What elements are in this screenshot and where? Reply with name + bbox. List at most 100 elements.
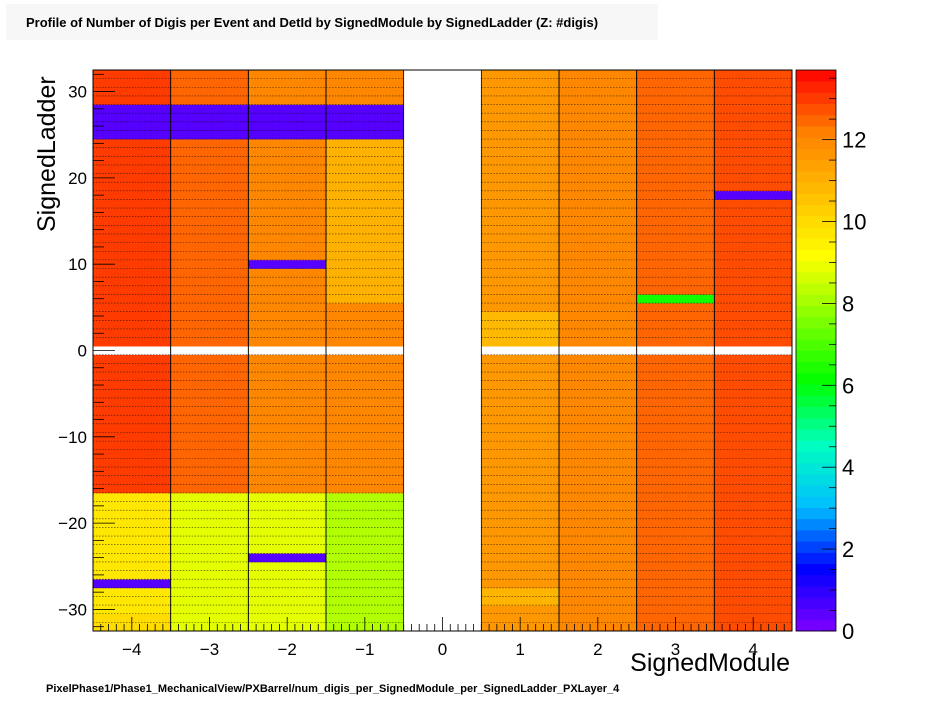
heat-cell [93,363,171,373]
heat-cell [559,242,637,252]
heat-cell [248,484,327,494]
heat-cell [636,251,715,261]
heat-cell [326,328,404,338]
heat-cell [636,113,715,123]
heat-cell [248,242,327,252]
heat-cell [170,173,249,183]
heat-cell [714,251,793,261]
heat-cell [559,113,637,123]
heat-cell [248,579,327,589]
color-bar-segment [796,361,836,374]
heat-cell [326,389,404,399]
heat-cell [559,561,637,571]
heat-cell [170,337,249,347]
y-tick-label: −30 [58,600,87,619]
z-tick-label: 8 [842,291,854,316]
heat-cell [326,320,404,330]
heat-cell [714,130,793,140]
heat-cell [714,354,793,364]
heat-cell [248,121,327,131]
heat-cell [559,294,637,304]
heat-cell [248,475,327,485]
heat-cell [559,605,637,615]
heat-cell [93,579,171,589]
heat-cell [636,130,715,140]
heat-cell [559,104,637,114]
heat-cell [481,380,560,390]
heat-cell [93,553,171,563]
heat-cell [481,596,560,606]
heat-cell [248,147,327,157]
heat-cell [93,320,171,330]
heat-cell [93,303,171,312]
heat-cell [481,553,560,563]
heat-cell [481,182,560,192]
heat-cell [326,242,404,252]
heat-cell [93,527,171,537]
heat-cell [170,544,249,554]
title-box [6,4,658,40]
x-axis: −4 −3 −2 −1 0 1 2 3 4 [92,617,793,659]
heat-cell [248,208,327,218]
heat-cell [714,70,793,79]
heat-cell [559,233,637,243]
heat-cell [248,354,327,364]
heat-cell [714,104,793,114]
heat-cell [714,311,793,321]
heat-cell [326,259,404,269]
heat-cell [170,605,249,615]
heat-cell [248,328,327,338]
heat-cell [170,432,249,442]
heat-cell [636,579,715,589]
heat-cell [170,182,249,192]
heat-cell [93,354,171,364]
heat-cell [481,311,560,321]
heat-cell [714,294,793,304]
heat-cell [636,190,715,200]
heat-cell [714,484,793,494]
heat-cell [170,501,249,511]
heat-cell [714,475,793,485]
heat-cell [714,561,793,571]
heat-cell [170,242,249,252]
y-axis: −30 −20 −10 0 10 20 30 [58,73,115,628]
color-bar-segment [796,193,836,206]
heat-cell [559,320,637,330]
heat-cell [326,406,404,416]
heat-cell [559,475,637,485]
heat-cell [714,432,793,442]
heat-cell [170,251,249,261]
heat-cell [714,605,793,615]
heat-cell [93,242,171,252]
heat-cell [248,70,327,79]
heat-cell [559,389,637,399]
heat-cell [93,208,171,218]
color-bar-segment [796,182,836,194]
heat-cell [636,70,715,79]
heat-cell [326,596,404,606]
heat-cell [170,121,249,131]
heat-cell [93,389,171,399]
x-tick-label: −3 [200,640,219,659]
heat-cell [93,372,171,382]
heat-cell [93,164,171,174]
heat-cell [636,475,715,485]
heat-cell [248,173,327,183]
heat-cell [170,475,249,485]
histogram-path: PixelPhase1/Phase1_MechanicalView/PXBarr… [46,683,620,695]
heat-cell [636,458,715,468]
heat-cell [714,363,793,373]
z-tick-label: 2 [842,537,854,562]
heat-cell [93,113,171,123]
heat-cell [559,458,637,468]
heat-cell [559,95,637,105]
heat-cell [714,156,793,166]
heat-cell [714,458,793,468]
heat-cell [636,536,715,545]
heat-cell [636,415,715,425]
heat-cell [170,458,249,468]
heat-cell [93,536,171,545]
heat-cell [326,380,404,390]
heat-cell [559,268,637,278]
